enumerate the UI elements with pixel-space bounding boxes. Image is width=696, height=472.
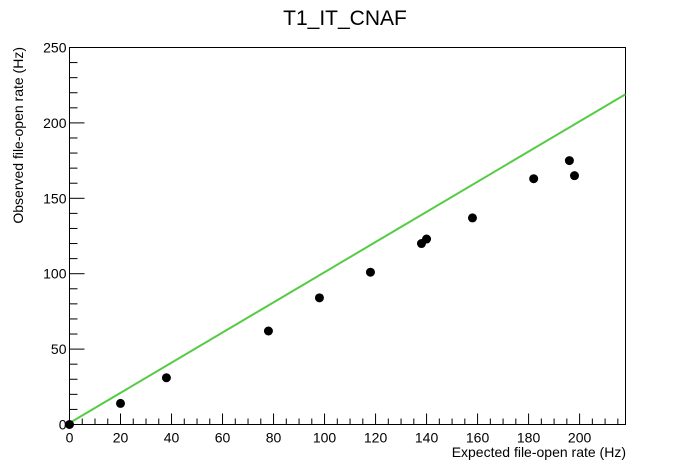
data-point [569,171,579,181]
x-tick-label: 120 [364,430,388,446]
y-tick-label: 150 [43,190,67,206]
y-tick-label: 250 [43,40,67,56]
y-tick-label: 100 [43,266,67,282]
data-point [529,174,539,184]
chart-title: T1_IT_CNAF [283,7,407,30]
y-tick-label: 0 [59,417,67,433]
x-tick-label: 140 [415,430,439,446]
series-layer [65,93,627,429]
fit-line [68,93,627,424]
x-tick-label: 60 [215,430,231,446]
y-axis: 0 50 100 150 200 250 [43,40,85,433]
data-point [65,420,74,429]
plot-frame [69,47,626,425]
x-tick-label: 20 [113,430,129,446]
data-point [422,234,432,244]
x-tick-label: 40 [164,430,180,446]
data-point [365,267,375,277]
x-tick-label: 160 [466,430,490,446]
data-point [116,398,126,408]
x-tick-label: 200 [568,430,592,446]
data-point [161,373,171,383]
data-point [314,293,324,303]
data-point [263,326,273,336]
x-axis-label: Expected file-open rate (Hz) [452,444,626,460]
x-tick-label: 80 [266,430,282,446]
x-tick-label: 0 [66,430,74,446]
y-axis-label: Observed file-open rate (Hz) [10,47,26,224]
x-axis: 0 20 40 60 80 100 120 140 160 180 200 [66,413,619,446]
x-tick-label: 180 [517,430,541,446]
x-tick-label: 100 [313,430,337,446]
data-point [467,213,477,223]
data-point [564,156,574,166]
y-tick-label: 200 [43,115,67,131]
y-tick-label: 50 [51,341,67,357]
